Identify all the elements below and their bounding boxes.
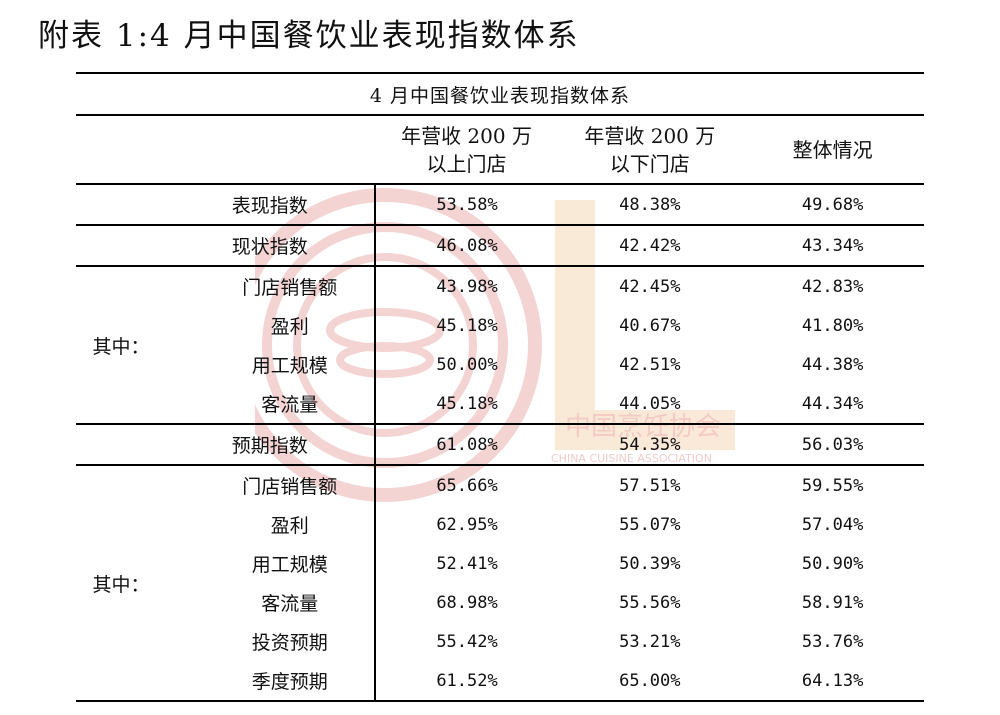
table-row: 客流量 68.98% 55.56% 58.91% [76,583,924,622]
table-cell: 49.68% [741,184,924,226]
table-cell: 44.34% [741,384,924,425]
table-cell: 40.67% [619,315,681,336]
row-label: 盈利 [270,515,309,537]
table-cell: 43.98% [373,266,559,306]
row-label: 盈利 [270,316,309,338]
table-cell: 65.66% [373,465,559,505]
table-row: 其中： 门店销售额 43.98% 42.45% 42.83% [76,266,924,425]
table-cell: 44.38% [801,354,864,375]
row-label: 预期指数 [165,424,375,466]
table-row: 用工规模 52.41% 50.39% 50.90% [76,544,924,583]
row-label: 门店销售额 [242,476,338,498]
table-cell: 53.21% [619,631,681,652]
group-label: 其中： [76,465,166,702]
table-row: 投资预期 55.42% 53.21% 53.76% [76,622,924,661]
table-cell: 57.51% [619,475,681,496]
table-cell: 64.13% [741,661,924,702]
table-cell: 61.52% [373,661,559,702]
row-label: 客流量 [261,593,319,615]
row-label: 客流量 [165,384,375,425]
table-row: 用工规模 50.00% 42.51% 44.38% [76,345,924,384]
table-row: 季度预期 61.52% 65.00% 64.13% [76,661,924,702]
table-cell: 62.95% [373,505,559,544]
table-row: 表现指数 53.58% 48.38% 49.68% [76,184,924,226]
table-cell: 53.58% [373,184,559,226]
table-cell: 54.35% [558,424,742,466]
table-cell: 59.55% [801,475,864,496]
table-cell: 41.80% [801,315,864,336]
table-cell: 53.76% [801,631,864,652]
table-cell: 43.34% [741,225,924,267]
table-row: 客流量 45.18% 44.05% 44.34% [76,384,924,425]
table-cell: 56.03% [741,424,924,466]
table-cell: 44.05% [558,384,742,425]
table-cell: 50.00% [373,345,559,384]
table-cell: 55.07% [619,514,681,535]
table-cell: 65.00% [558,661,742,702]
table-cell: 42.42% [558,225,742,267]
table-caption: 4 月中国餐饮业表现指数体系 [76,72,924,116]
table-cell: 48.38% [558,184,742,226]
table-cell: 57.04% [801,514,864,535]
table-row: 现状指数 46.08% 42.42% 43.34% [76,225,924,267]
page-title: 附表 1:4 月中国餐饮业表现指数体系 [38,18,580,54]
row-label: 现状指数 [165,225,375,267]
table-cell: 52.41% [373,544,559,583]
column-header-below-2m: 年营收 200 万 以下门店 [584,123,716,176]
row-label: 季度预期 [165,661,375,702]
row-label: 表现指数 [165,184,375,226]
row-label: 用工规模 [251,355,328,377]
table-cell: 45.18% [373,384,559,425]
column-header-above-2m: 年营收 200 万 以上门店 [401,123,532,176]
table-cell: 50.90% [801,553,864,574]
table-cell: 68.98% [373,583,559,622]
table-cell: 42.51% [619,354,681,375]
column-header-overall: 整体情况 [792,137,873,162]
group-label: 其中： [76,266,166,425]
table-cell: 45.18% [373,306,559,345]
table-row: 预期指数 61.08% 54.35% 56.03% [76,424,924,466]
table-cell: 58.91% [801,592,864,613]
table-cell: 42.45% [619,276,681,297]
table-cell: 55.56% [619,592,681,613]
table-cell: 50.39% [619,553,681,574]
row-label: 投资预期 [251,632,328,654]
table-cell: 61.08% [373,424,559,466]
index-table: 4 月中国餐饮业表现指数体系 年营收 200 万 以上门店 年营收 200 万 … [76,72,924,702]
row-label: 门店销售额 [242,277,338,299]
table-row: 盈利 62.95% 55.07% 57.04% [76,505,924,544]
row-label: 用工规模 [251,554,328,576]
table-cell: 46.08% [373,225,559,267]
table-row: 其中： 门店销售额 65.66% 57.51% 59.55% [76,465,924,702]
table-cell: 55.42% [373,622,559,661]
table-row: 盈利 45.18% 40.67% 41.80% [76,306,924,345]
table-cell: 42.83% [801,276,864,297]
